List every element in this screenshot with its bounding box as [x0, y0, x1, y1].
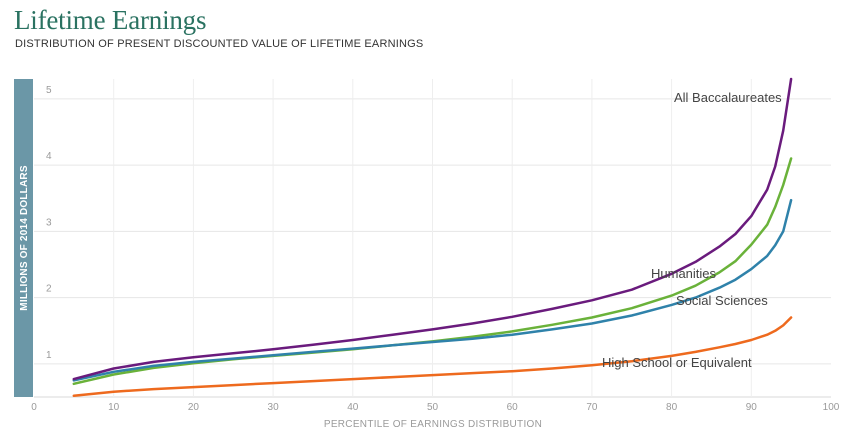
x-tick-label: 70	[586, 402, 598, 413]
y-tick-label: 3	[46, 217, 52, 228]
series-label-high-school: High School or Equivalent	[602, 355, 752, 370]
series-line-high-school-or-equivalent	[72, 316, 793, 397]
y-tick-label: 2	[46, 284, 52, 295]
x-axis-label: PERCENTILE OF EARNINGS DISTRIBUTION	[324, 419, 542, 430]
series-lines	[72, 77, 793, 397]
x-tick-label: 80	[666, 402, 678, 413]
y-tick-labels: 1 2 3 4 5	[46, 85, 52, 361]
chart-subtitle: DISTRIBUTION OF PRESENT DISCOUNTED VALUE…	[15, 38, 424, 50]
series-line-all-baccalaureates	[72, 77, 793, 381]
x-tick-label: 90	[746, 402, 758, 413]
x-tick-label: 50	[427, 402, 439, 413]
x-tick-label: 30	[268, 402, 280, 413]
x-tick-label: 100	[823, 402, 840, 413]
y-tick-label: 1	[46, 350, 52, 361]
x-tick-label: 0	[31, 402, 37, 413]
x-tick-label: 20	[188, 402, 200, 413]
x-tick-labels: 0 10 20 30 40 50 60 70 80 90 100	[31, 402, 840, 413]
y-tick-label: 4	[46, 151, 52, 162]
grid-lines	[34, 79, 831, 398]
x-tick-label: 10	[108, 402, 120, 413]
x-tick-label: 40	[347, 402, 359, 413]
y-tick-label: 5	[46, 85, 52, 96]
series-line-social-sciences	[72, 198, 793, 382]
series-label-all-baccalaureates: All Baccalaureates	[674, 90, 782, 105]
y-axis-label: MILLIONS OF 2014 DOLLARS	[19, 165, 30, 311]
series-label-social-sciences: Social Sciences	[676, 293, 768, 308]
series-label-humanities: Humanities	[651, 266, 717, 281]
x-tick-label: 60	[507, 402, 519, 413]
chart-title: Lifetime Earnings	[14, 5, 207, 35]
y-axis-band	[14, 79, 33, 397]
